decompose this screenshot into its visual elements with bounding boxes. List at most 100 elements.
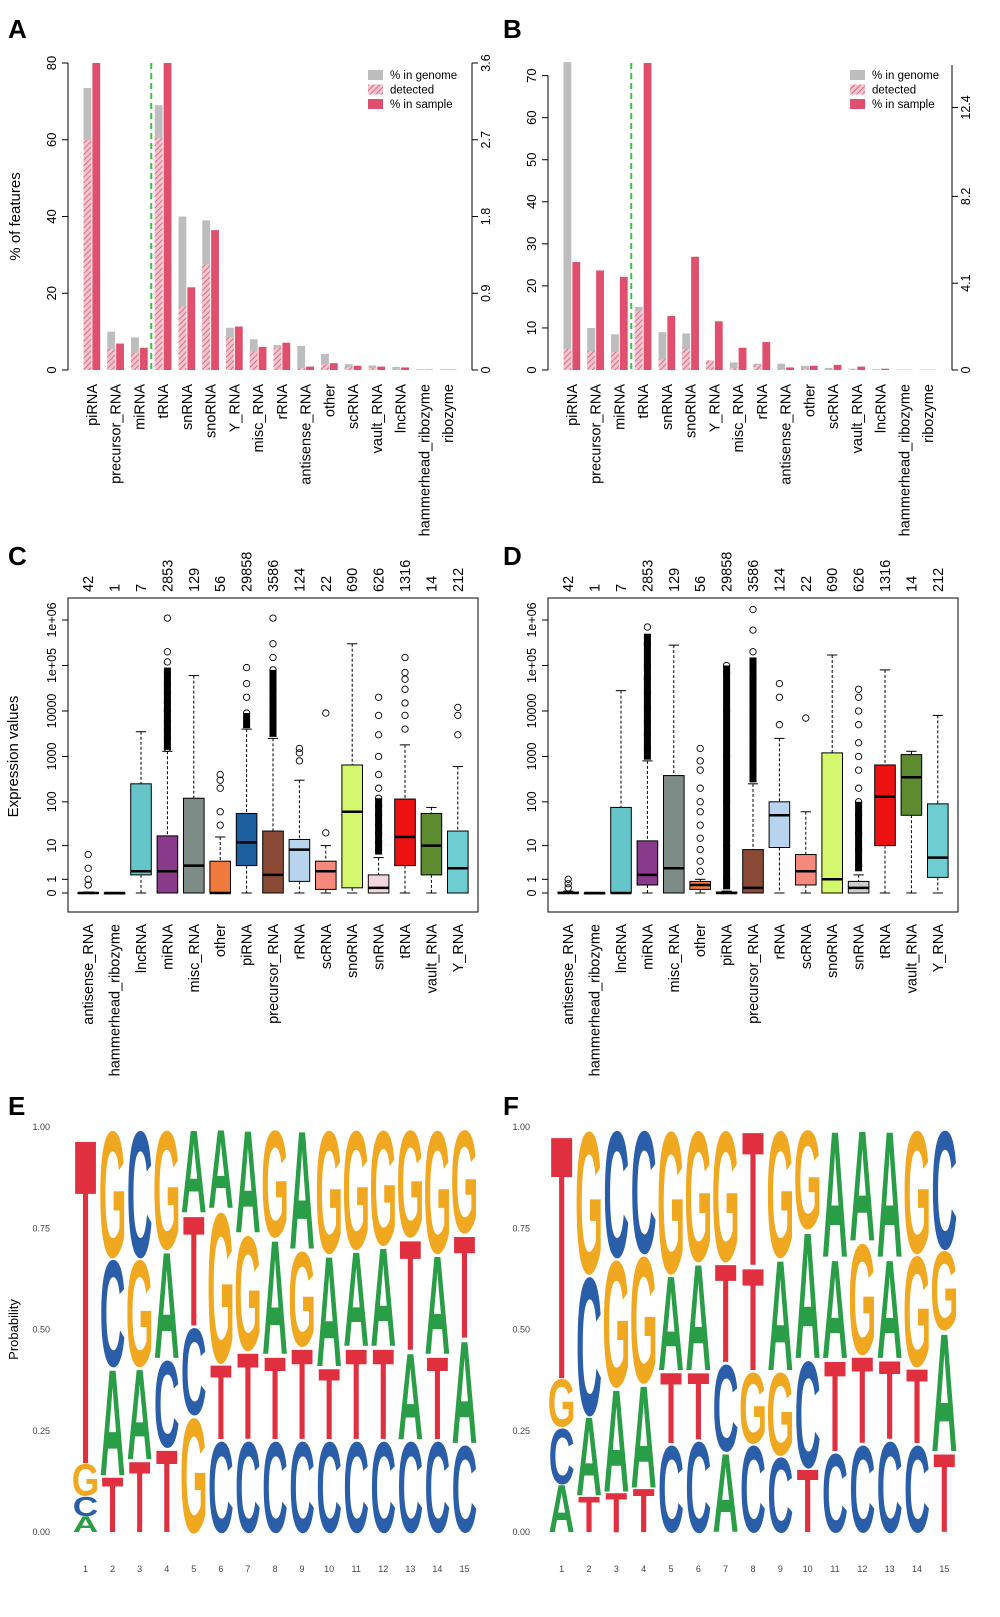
- sample-bar: [377, 366, 386, 370]
- outlier-point: [163, 679, 172, 688]
- position-label: 4: [641, 1564, 646, 1574]
- legend-label: % in sample: [390, 99, 453, 111]
- detected-bar: [706, 360, 714, 370]
- logo-letter-c: C: [371, 1416, 397, 1561]
- outlier-point: [643, 675, 652, 683]
- logo-letter-c: C: [822, 1430, 848, 1557]
- panel-e: 0.000.250.500.751.00ProbabilityACGT1TACG…: [6, 1042, 478, 1574]
- y-tick-label: 40: [44, 209, 59, 223]
- count-label: 56: [693, 576, 709, 592]
- logo-letter-a: A: [208, 1107, 234, 1232]
- logo-letter-t: T: [660, 1352, 682, 1465]
- y2-tick-label: 4.1: [959, 274, 973, 291]
- count-label: 22: [319, 576, 335, 592]
- y2-tick-label: 0: [959, 366, 973, 373]
- category-label: tRNA: [156, 384, 172, 419]
- logo-letter-g: G: [397, 1100, 424, 1269]
- box: [288, 838, 311, 882]
- count-label: 129: [187, 568, 203, 592]
- logo-letter-g: G: [848, 1213, 876, 1388]
- count-label: 2853: [160, 560, 176, 592]
- logo-letter-a: A: [631, 1356, 657, 1519]
- category-label: precursor_RNA: [746, 924, 762, 1024]
- category-label: hammerhead_ribozyme: [108, 924, 124, 1076]
- logo-letter-t: T: [75, 1042, 97, 1564]
- box: [209, 860, 231, 894]
- y-axis-label: % of features: [7, 172, 24, 260]
- outlier-point: [775, 721, 784, 729]
- y-tick-label: 1e+06: [525, 602, 539, 637]
- category-label: hammerhead_ribozyme: [588, 924, 604, 1076]
- logo-letter-a: A: [658, 1248, 684, 1398]
- box: [315, 860, 337, 890]
- box: [235, 812, 258, 867]
- y-tick-label: 1: [45, 876, 59, 883]
- position-label: 14: [432, 1564, 442, 1574]
- position-label: 15: [459, 1564, 469, 1574]
- detected-bar: [753, 364, 762, 370]
- outlier-point: [749, 605, 757, 614]
- outlier-point: [163, 717, 172, 725]
- outlier-band: [723, 665, 731, 890]
- panel-letter-a: A: [8, 14, 27, 44]
- logo-letter-c: C: [289, 1416, 315, 1561]
- outlier-point: [643, 703, 652, 712]
- outlier-point: [163, 668, 172, 677]
- logo-letter-c: C: [795, 1331, 821, 1500]
- position-label: 12: [378, 1564, 388, 1574]
- y-tick-label: 1: [525, 876, 539, 883]
- logo-letter-a: A: [181, 1106, 207, 1237]
- outlier-point: [643, 689, 652, 697]
- logo-letter-g: G: [424, 1095, 451, 1290]
- category-label: lncRNA: [394, 384, 410, 433]
- box: [663, 775, 685, 894]
- panel-c: 0 1 10 100 1000 10000 1e+05 1e+06 Expression val…: [5, 552, 479, 1076]
- panel-letter-b: B: [503, 14, 522, 44]
- legend-swatch: [368, 70, 383, 80]
- logo-letter-g: G: [342, 1096, 369, 1284]
- sample-bar: [163, 63, 172, 370]
- detected-bar: [321, 364, 329, 370]
- logo-letter-a: A: [822, 1230, 848, 1388]
- y-tick-label: 70: [524, 68, 539, 82]
- y-tick-label: 80: [44, 56, 59, 70]
- logo-letter-t: T: [578, 1487, 600, 1544]
- sample-bar: [211, 230, 219, 370]
- box: [341, 764, 363, 889]
- logo-letter-t: T: [933, 1430, 955, 1557]
- position-label: 8: [750, 1564, 755, 1574]
- category-label: piRNA: [240, 924, 256, 966]
- outlier-point: [374, 821, 383, 829]
- position-label: 14: [912, 1564, 922, 1574]
- outlier-point: [374, 711, 383, 720]
- y2-tick-label: 0.9: [479, 285, 493, 302]
- logo-letter-c: C: [740, 1422, 766, 1559]
- category-label: other: [322, 384, 338, 417]
- detected-bar: [729, 367, 738, 370]
- outlier-band: [269, 669, 277, 737]
- outlier-point: [401, 653, 409, 662]
- outlier-point: [454, 703, 462, 712]
- category-label: precursor_RNA: [589, 384, 605, 484]
- logo-letter-a: A: [127, 1343, 153, 1488]
- category-label: antisense_RNA: [561, 924, 577, 1025]
- detected-bar: [178, 306, 187, 370]
- category-label: snRNA: [660, 384, 676, 430]
- legend-label: detected: [872, 85, 916, 97]
- position-label: 8: [272, 1564, 277, 1574]
- category-label: misc_RNA: [251, 384, 267, 453]
- logo-letter-t: T: [129, 1441, 151, 1554]
- genome-bar: [658, 332, 667, 370]
- position-label: 1: [83, 1564, 88, 1574]
- outlier-point: [696, 857, 704, 865]
- sample-bar: [619, 276, 628, 370]
- detected-bar: [777, 369, 786, 370]
- sample-bar: [809, 365, 818, 370]
- position-label: 11: [830, 1564, 839, 1574]
- detected-bar: [131, 352, 139, 370]
- y-tick-label: 0.00: [32, 1527, 50, 1537]
- category-label: snoRNA: [825, 924, 841, 978]
- logo-letter-t: T: [372, 1323, 394, 1468]
- legend-swatch: [850, 99, 865, 109]
- genome-bar: [777, 363, 786, 370]
